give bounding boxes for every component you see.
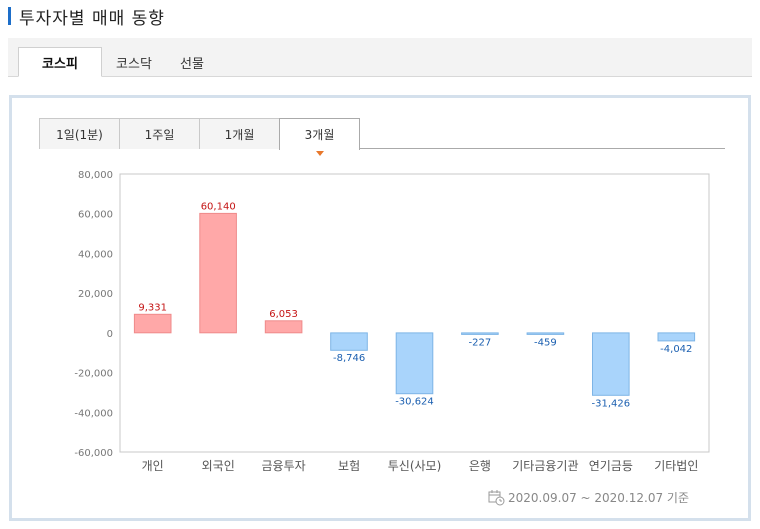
tab-period-1week-label: 1주일 — [144, 127, 175, 142]
tab-period-3month-label: 3개월 — [304, 128, 335, 142]
bar-value-label: 60,140 — [201, 201, 236, 212]
y-tick-label: -60,000 — [74, 448, 113, 459]
y-tick-label: 80,000 — [78, 170, 113, 181]
active-tab-caret-icon — [315, 151, 324, 156]
calendar-clock-icon — [488, 490, 505, 506]
tab-kosdaq-label: 코스닥 — [116, 56, 152, 72]
tab-period-1month[interactable]: 1개월 — [199, 118, 280, 149]
date-range-text: 2020.09.07 ~ 2020.12.07 기준 — [508, 491, 689, 505]
period-tab-bar: 1일(1분) 1주일 1개월 3개월 — [39, 118, 725, 156]
tab-period-1week[interactable]: 1주일 — [119, 118, 200, 149]
investor-bar-chart: 80,000 60,000 40,000 20,000 0 -20,000 -40,000 -… — [74, 170, 710, 506]
x-category-label: 금융투자 — [262, 459, 306, 473]
y-axis-labels: 80,000 60,000 40,000 20,000 0 -20,000 -40,000 -… — [74, 170, 113, 459]
bar-6 — [461, 332, 499, 335]
market-tab-bar: 코스피 코스닥 선물 — [8, 38, 752, 77]
tab-kosdaq[interactable]: 코스닥 — [104, 47, 164, 77]
bar-9 — [657, 332, 696, 342]
y-tick-label: 0 — [107, 329, 113, 340]
bar-3 — [264, 320, 303, 334]
bar-value-label: -227 — [469, 337, 492, 348]
bar-value-label: -8,746 — [333, 353, 365, 364]
x-axis-labels: 개인 외국인 금융투자 보험 투신(사모) 은행 기타금융기관 연기금등 기타법인 — [142, 458, 699, 473]
x-category-label: 보험 — [338, 459, 360, 473]
y-tick-label: -20,000 — [74, 369, 113, 380]
section-title: 투자자별 매매 동향 — [19, 8, 165, 29]
value-labels: 9,331 60,140 6,053 -8,746 -30,624 -227 -459 -31… — [138, 201, 692, 409]
bar-4 — [330, 332, 368, 351]
tab-kospi-label: 코스피 — [42, 56, 78, 72]
bar-value-label: -4,042 — [660, 344, 692, 355]
bar-value-label: -31,426 — [591, 398, 630, 409]
bar-value-label: -30,624 — [395, 397, 434, 408]
tab-period-1month-label: 1개월 — [224, 127, 255, 142]
y-tick-label: -40,000 — [74, 408, 113, 419]
section-header: 투자자별 매매 동향 — [8, 3, 165, 29]
x-category-label: 기타법인 — [654, 459, 698, 473]
bars — [133, 212, 696, 396]
bar-7 — [526, 332, 565, 335]
date-footer: 2020.09.07 ~ 2020.12.07 기준 — [488, 490, 689, 506]
tab-period-1day-label: 1일(1분) — [56, 127, 103, 142]
bar-8 — [592, 332, 630, 396]
title-accent-bar — [8, 7, 11, 25]
y-tick-label: 40,000 — [78, 249, 113, 260]
tab-kospi[interactable]: 코스피 — [18, 47, 102, 77]
bar-2 — [199, 212, 237, 334]
y-tick-label: 20,000 — [78, 289, 113, 300]
bar-1 — [133, 313, 172, 334]
chart-panel: 1일(1분) 1주일 1개월 3개월 80,000 60,000 40,000 20,… — [9, 95, 751, 521]
x-category-label: 개인 — [142, 459, 164, 473]
tab-futures[interactable]: 선물 — [168, 47, 216, 77]
plot-area — [119, 173, 710, 453]
x-category-label: 외국인 — [202, 459, 235, 473]
tab-futures-label: 선물 — [180, 56, 204, 72]
bar-value-label: 6,053 — [269, 309, 298, 320]
bar-5 — [395, 332, 434, 395]
tab-period-3month[interactable]: 3개월 — [279, 118, 360, 156]
bar-value-label: -459 — [534, 337, 557, 348]
y-tick-label: 60,000 — [78, 210, 113, 221]
x-category-label: 기타금융기관 — [512, 459, 578, 473]
x-category-label: 은행 — [469, 458, 491, 473]
x-category-label: 투신(사모) — [388, 459, 442, 473]
x-category-label: 연기금등 — [589, 459, 633, 473]
bar-value-label: 9,331 — [138, 302, 167, 313]
tab-period-1day[interactable]: 1일(1분) — [39, 118, 120, 149]
